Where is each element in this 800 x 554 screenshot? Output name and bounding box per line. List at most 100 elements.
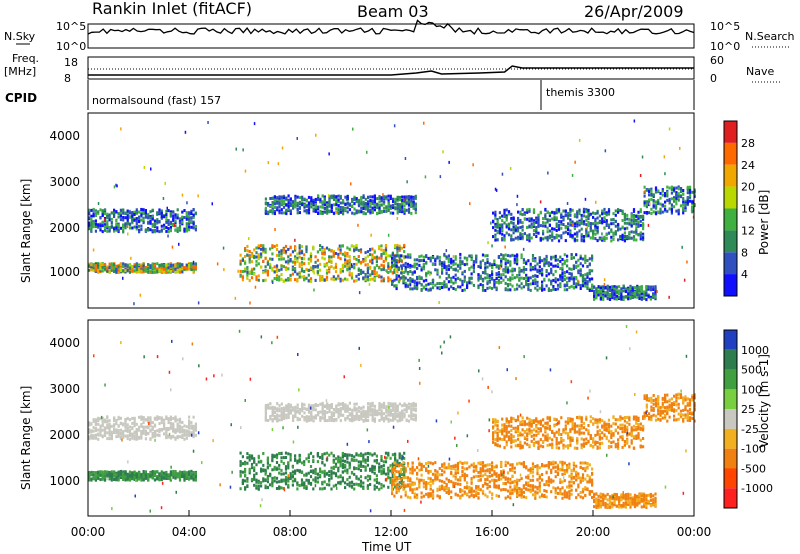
- data-cell: [493, 283, 496, 287]
- data-cell: [321, 252, 324, 256]
- data-cell: [627, 297, 630, 301]
- data-cell: [538, 258, 541, 262]
- data-cell: [608, 298, 612, 301]
- data-cell: [294, 267, 297, 270]
- data-cell: [126, 216, 129, 220]
- data-cell: [119, 263, 122, 267]
- colorbar-tick-label: 16: [741, 203, 755, 216]
- data-cell: [355, 199, 358, 203]
- data-cell: [441, 286, 444, 289]
- data-cell: [301, 198, 304, 202]
- data-cell: [602, 290, 605, 294]
- velocity-scatter-cells: [88, 325, 696, 513]
- data-cell: [158, 472, 161, 476]
- data-cell: [642, 232, 645, 236]
- data-cell: [248, 256, 251, 260]
- data-cell: [113, 429, 116, 432]
- data-cell: [630, 213, 633, 217]
- data-cell: [367, 204, 370, 208]
- data-cell: [516, 274, 519, 277]
- data-cell: [652, 199, 655, 202]
- data-cell: [307, 257, 310, 261]
- data-cell: [142, 212, 145, 216]
- data-cell: [450, 265, 453, 269]
- data-cell: [579, 269, 582, 273]
- data-cell: [326, 201, 329, 205]
- data-cell: [190, 220, 193, 224]
- data-cell: [169, 425, 172, 429]
- data-cell: [593, 285, 596, 289]
- data-cell: [526, 236, 529, 240]
- data-cell: [477, 284, 480, 288]
- data-cell: [422, 263, 425, 266]
- data-cell: [425, 274, 428, 278]
- data-cell: [521, 233, 524, 236]
- data-cell: [239, 473, 242, 477]
- data-cell: [534, 257, 537, 261]
- data-cell: [147, 475, 150, 479]
- data-cell: [194, 422, 197, 426]
- data-cell: [348, 258, 351, 262]
- data-cell: [385, 197, 388, 201]
- data-cell: [151, 229, 154, 233]
- data-cell: [693, 203, 696, 206]
- data-cell: [264, 486, 267, 490]
- data-cell: [572, 256, 575, 260]
- data-cell: [528, 236, 531, 240]
- data-cell: [507, 227, 511, 231]
- data-cell: [369, 205, 372, 209]
- data-cell: [481, 259, 485, 262]
- data-cell: [119, 428, 122, 432]
- data-cell: [380, 248, 383, 252]
- data-cell: [369, 195, 372, 199]
- data-cell: [260, 255, 263, 259]
- data-cell: [140, 213, 143, 217]
- data-cell: [216, 262, 219, 266]
- data-cell: [677, 194, 680, 198]
- data-cell: [497, 278, 500, 282]
- data-cell: [472, 266, 475, 270]
- data-cell: [552, 255, 555, 259]
- data-cell: [422, 264, 425, 268]
- data-cell: [90, 430, 93, 434]
- data-cell: [418, 275, 421, 279]
- data-cell: [547, 287, 550, 291]
- data-cell: [608, 295, 612, 299]
- data-cell: [147, 473, 150, 477]
- data-cell: [380, 199, 383, 203]
- data-cell: [544, 207, 547, 211]
- data-cell: [636, 293, 639, 296]
- data-cell: [629, 290, 632, 294]
- data-cell: [511, 273, 514, 277]
- colorbar-swatch: [724, 164, 737, 187]
- data-cell: [278, 275, 281, 279]
- data-cell: [122, 432, 125, 436]
- data-cell: [395, 277, 398, 281]
- data-cell: [486, 280, 489, 284]
- data-cell: [548, 218, 551, 222]
- data-cell: [328, 258, 331, 262]
- data-cell: [503, 211, 506, 215]
- data-cell: [262, 468, 265, 472]
- data-cell: [682, 200, 685, 204]
- data-cell: [117, 432, 120, 436]
- data-cell: [110, 475, 113, 479]
- data-cell: [522, 247, 525, 251]
- freq-tick-bottom: 8: [64, 72, 71, 85]
- data-cell: [406, 262, 410, 266]
- data-cell: [239, 259, 242, 263]
- data-cell: [470, 276, 473, 280]
- data-cell: [597, 289, 600, 293]
- data-cell: [387, 206, 390, 210]
- data-cell: [353, 202, 356, 206]
- data-cell: [147, 418, 150, 422]
- data-cell: [371, 206, 374, 210]
- data-cell: [566, 283, 569, 287]
- data-cell: [298, 273, 301, 277]
- data-cell: [133, 263, 136, 267]
- data-cell: [185, 211, 188, 215]
- data-cell: [181, 425, 184, 429]
- data-cell: [395, 254, 398, 258]
- data-cell: [117, 470, 120, 474]
- data-cell: [169, 478, 172, 482]
